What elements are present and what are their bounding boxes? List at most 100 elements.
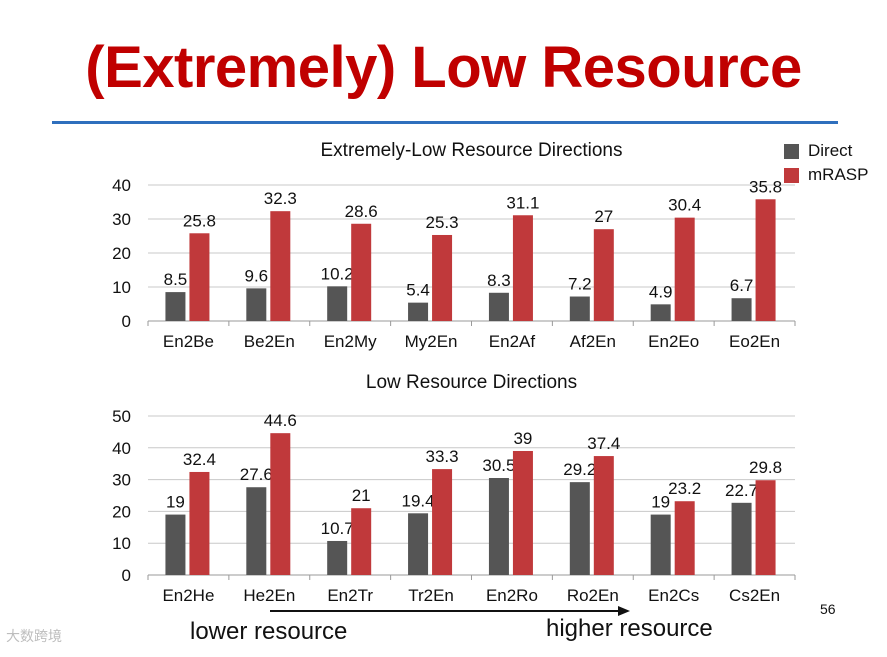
y-tick-label: 50 <box>112 407 131 426</box>
data-label-mrasp: 37.4 <box>587 434 620 453</box>
bar-direct <box>569 296 590 321</box>
bar-mrasp <box>512 450 533 575</box>
x-category-label: En2Af <box>489 332 536 351</box>
x-category-label: En2He <box>162 586 214 605</box>
legend-item-mrasp: mRASP <box>784 163 868 187</box>
data-label-mrasp: 44.6 <box>264 411 297 430</box>
bar-direct <box>569 482 590 575</box>
data-label-mrasp: 35.8 <box>749 177 782 196</box>
data-label-mrasp: 30.4 <box>668 196 701 215</box>
chart-legend: Direct mRASP <box>784 139 868 187</box>
x-category-label: En2My <box>324 332 377 351</box>
x-category-label: En2Ro <box>486 586 538 605</box>
bar-mrasp <box>189 471 210 575</box>
bar-mrasp <box>270 211 291 321</box>
data-label-mrasp: 39 <box>513 429 532 448</box>
x-category-label: Eo2En <box>729 332 780 351</box>
bar-mrasp <box>432 234 453 321</box>
bar-direct <box>408 302 429 321</box>
data-label-mrasp: 31.1 <box>506 193 539 212</box>
y-tick-label: 0 <box>122 312 131 331</box>
data-label-direct: 9.6 <box>244 266 268 285</box>
bar-direct <box>327 286 348 321</box>
data-label-direct: 19.4 <box>402 491 435 510</box>
bar-direct <box>650 514 671 575</box>
x-category-label: Be2En <box>244 332 295 351</box>
legend-swatch-direct <box>784 143 799 159</box>
x-category-label: My2En <box>405 332 458 351</box>
data-label-mrasp: 33.3 <box>426 447 459 466</box>
data-label-mrasp: 23.2 <box>668 479 701 498</box>
legend-label-mrasp: mRASP <box>808 165 869 184</box>
data-label-mrasp: 28.6 <box>345 202 378 221</box>
data-label-mrasp: 32.4 <box>183 450 216 469</box>
data-label-direct: 30.5 <box>482 456 515 475</box>
bar-direct <box>165 514 186 575</box>
x-category-label: Ro2En <box>567 586 619 605</box>
data-label-direct: 10.2 <box>321 264 354 283</box>
data-label-mrasp: 25.8 <box>183 211 216 230</box>
data-label-direct: 19 <box>651 493 670 512</box>
y-tick-label: 40 <box>112 176 131 195</box>
data-label-direct: 19 <box>166 493 185 512</box>
bar-mrasp <box>270 433 291 575</box>
bar-direct <box>165 292 186 321</box>
bar-mrasp <box>674 501 695 575</box>
bar-direct <box>327 540 348 575</box>
bar-mrasp <box>512 215 533 321</box>
watermark-logo: 大数跨境 <box>6 628 62 644</box>
x-category-label: En2Cs <box>648 586 699 605</box>
data-label-direct: 4.9 <box>649 282 673 301</box>
data-label-direct: 7.2 <box>568 275 592 294</box>
data-label-mrasp: 21 <box>352 486 371 505</box>
resource-arrow <box>270 606 630 616</box>
bar-direct <box>246 487 267 575</box>
extremely-low-resource-chart: Extremely-Low Resource Directions 0 10 20 30… <box>112 140 796 351</box>
data-label-direct: 5.4 <box>406 281 430 300</box>
chart-title: Low Resource Directions <box>366 372 577 393</box>
y-tick-label: 30 <box>112 471 131 490</box>
x-category-label: Cs2En <box>729 586 780 605</box>
y-tick-label: 0 <box>122 566 131 585</box>
y-tick-label: 10 <box>112 278 131 297</box>
y-tick-label: 10 <box>112 534 131 553</box>
data-label-direct: 6.7 <box>730 276 754 295</box>
x-category-label: He2En <box>243 586 295 605</box>
bar-mrasp <box>432 469 453 575</box>
legend-swatch-mrasp <box>784 167 799 183</box>
data-label-direct: 22.7 <box>725 481 758 500</box>
x-category-label: En2Tr <box>327 586 373 605</box>
legend-item-direct: Direct <box>784 139 868 163</box>
y-tick-label: 20 <box>112 244 131 263</box>
bar-mrasp <box>755 480 776 575</box>
bar-direct <box>488 292 509 321</box>
bar-mrasp <box>189 233 210 321</box>
bar-direct <box>408 513 429 575</box>
bar-mrasp <box>593 456 614 575</box>
y-tick-label: 30 <box>112 210 131 229</box>
data-label-direct: 10.7 <box>321 519 354 538</box>
bar-mrasp <box>351 223 372 321</box>
page-number: 56 <box>820 601 836 617</box>
data-label-mrasp: 29.8 <box>749 458 782 477</box>
bar-direct <box>246 288 267 321</box>
data-label-direct: 8.5 <box>164 270 188 289</box>
slide-title: (Extremely) Low Resource <box>85 35 802 100</box>
x-category-label: Tr2En <box>408 586 454 605</box>
x-category-label: En2Be <box>163 332 214 351</box>
data-label-direct: 29.2 <box>563 460 596 479</box>
y-tick-label: 20 <box>112 502 131 521</box>
title-divider <box>52 121 838 124</box>
higher-resource-label: higher resource <box>546 615 713 642</box>
chart-title: Extremely-Low Resource Directions <box>321 140 623 161</box>
bar-direct <box>731 502 752 575</box>
low-resource-chart: Low Resource Directions 0 10 20 30 40 50 19 32.4… <box>112 372 796 605</box>
y-tick-label: 40 <box>112 439 131 458</box>
data-label-mrasp: 27 <box>594 207 613 226</box>
x-category-label: Af2En <box>570 332 616 351</box>
data-label-direct: 27.6 <box>240 465 273 484</box>
lower-resource-label: lower resource <box>190 618 348 645</box>
data-label-mrasp: 25.3 <box>426 213 459 232</box>
data-label-mrasp: 32.3 <box>264 189 297 208</box>
data-label-direct: 8.3 <box>487 271 511 290</box>
